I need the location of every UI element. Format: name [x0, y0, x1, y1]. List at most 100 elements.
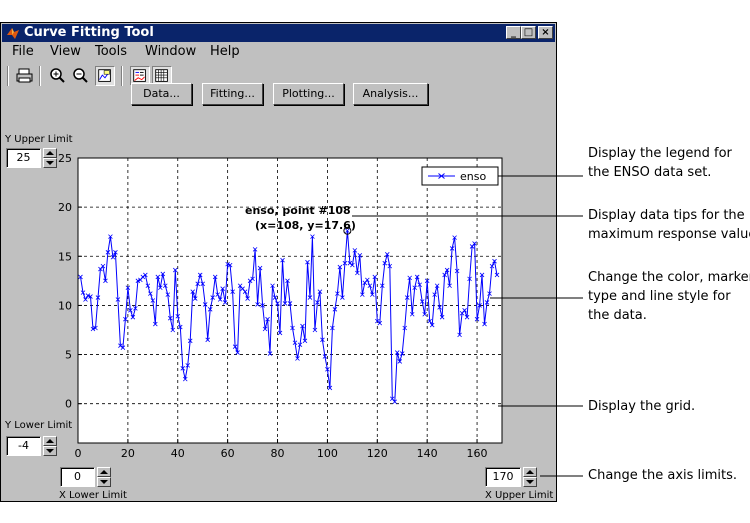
enso-marker: [120, 345, 126, 350]
enso-marker: [170, 327, 176, 333]
grid-icon[interactable]: [152, 66, 172, 86]
y-tick-label: 20: [58, 201, 72, 214]
enso-marker: [185, 363, 191, 368]
menu-tools[interactable]: Tools: [95, 44, 128, 59]
enso-marker: [472, 241, 477, 246]
x-lower-limit-input[interactable]: 0: [60, 467, 95, 487]
y-lower-limit-label: Y Lower Limit: [5, 420, 73, 431]
zoom-in-icon[interactable]: [47, 66, 67, 86]
enso-marker: [372, 274, 378, 280]
datatip[interactable]: enso, point #108 (x=108, y=17.6): [245, 204, 356, 232]
maximize-button[interactable]: □: [521, 26, 536, 39]
enso-marker: [409, 311, 415, 317]
y-upper-limit-spinner[interactable]: [43, 148, 57, 168]
enso-marker: [322, 354, 328, 359]
enso-marker: [110, 254, 116, 260]
x-tick-label: 20: [121, 447, 135, 460]
enso-marker: [160, 271, 166, 277]
enso-marker: [300, 323, 305, 329]
datatip-line1: enso, point #108: [245, 204, 351, 217]
spinner-down-icon[interactable]: [97, 477, 111, 487]
y-tick-label: 10: [58, 299, 72, 312]
callout-limits: Change the axis limits.: [588, 468, 738, 483]
enso-marker: [382, 260, 388, 266]
close-button[interactable]: ×: [538, 26, 553, 39]
title-bar[interactable]: Curve Fitting Tool _ □ ×: [2, 24, 555, 42]
spinner-up-icon[interactable]: [43, 436, 57, 446]
x-tick-label: 160: [467, 447, 488, 460]
y-lower-limit-spinner[interactable]: [43, 436, 57, 456]
spinner-up-icon[interactable]: [43, 148, 57, 158]
enso-marker: [202, 302, 208, 307]
spinner-up-icon[interactable]: [523, 467, 537, 477]
menu-help[interactable]: Help: [210, 44, 240, 59]
menu-window[interactable]: Window: [145, 44, 197, 59]
enso-marker: [172, 267, 178, 273]
enso-marker: [100, 263, 106, 269]
enso-marker: [83, 297, 88, 302]
enso-marker: [167, 315, 173, 321]
y-lower-limit-input[interactable]: -4: [6, 436, 41, 456]
enso-marker: [392, 399, 398, 405]
enso-marker: [145, 283, 151, 289]
minimize-button[interactable]: _: [506, 26, 521, 39]
y-upper-limit-input[interactable]: 25: [6, 148, 41, 168]
enso-marker: [487, 291, 492, 296]
spinner-down-icon[interactable]: [43, 446, 57, 456]
enso-marker: [412, 285, 417, 291]
callout-datatip-line1: Display data tips for the: [588, 208, 745, 223]
spinner-up-icon[interactable]: [97, 467, 111, 477]
data-button[interactable]: Data...: [131, 83, 192, 105]
enso-marker: [447, 283, 452, 289]
enso-marker: [315, 300, 320, 305]
enso-marker: [429, 322, 435, 328]
enso-series[interactable]: [78, 228, 500, 405]
enso-marker: [377, 320, 383, 326]
menu-bar: File View Tools Window Help: [2, 43, 555, 61]
legend[interactable]: enso: [421, 166, 499, 186]
enso-marker: [235, 350, 240, 355]
spinner-down-icon[interactable]: [523, 477, 537, 487]
menu-file[interactable]: File: [12, 44, 34, 59]
enso-marker: [467, 276, 472, 282]
data-cursor-icon[interactable]: [95, 66, 115, 86]
print-icon[interactable]: [15, 66, 35, 86]
enso-marker: [302, 338, 308, 344]
menu-view[interactable]: View: [50, 44, 81, 59]
enso-marker: [130, 314, 136, 320]
callout-datatip-line2: maximum response value.: [588, 227, 750, 242]
enso-marker: [297, 342, 303, 348]
enso-marker: [257, 265, 263, 271]
enso-marker: [93, 325, 98, 331]
fitting-button[interactable]: Fitting...: [202, 83, 263, 105]
enso-marker: [337, 264, 343, 270]
callout-style-line1: Change the color, marker: [588, 270, 750, 285]
enso-marker: [197, 272, 203, 278]
window-title: Curve Fitting Tool: [24, 25, 154, 40]
enso-marker: [352, 248, 358, 253]
plotting-button[interactable]: Plotting...: [273, 83, 344, 105]
zoom-out-icon[interactable]: [70, 66, 90, 86]
enso-marker: [177, 324, 183, 330]
enso-marker: [88, 294, 93, 299]
datatip-marker[interactable]: [343, 226, 352, 235]
enso-marker: [128, 308, 133, 313]
x-upper-limit-input[interactable]: 170: [485, 467, 521, 487]
enso-marker: [187, 338, 193, 344]
spinner-down-icon[interactable]: [43, 158, 57, 168]
enso-marker: [175, 313, 181, 319]
enso-marker: [365, 277, 370, 283]
x-upper-limit-spinner[interactable]: [523, 467, 537, 487]
enso-line[interactable]: [80, 230, 498, 403]
enso-marker: [492, 258, 497, 264]
enso-marker: [489, 263, 495, 269]
enso-marker: [379, 283, 385, 289]
x-lower-limit-spinner[interactable]: [97, 467, 111, 487]
enso-marker: [207, 307, 213, 312]
enso-marker: [195, 281, 201, 287]
enso-marker: [80, 290, 86, 295]
enso-marker: [325, 367, 330, 372]
analysis-button[interactable]: Analysis...: [353, 83, 428, 105]
enso-marker: [190, 289, 196, 294]
